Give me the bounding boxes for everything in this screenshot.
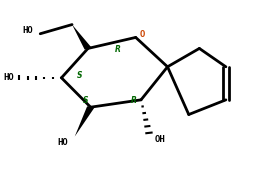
Polygon shape <box>75 106 94 137</box>
Text: OH: OH <box>154 135 165 144</box>
Text: R: R <box>130 96 136 105</box>
Text: HO: HO <box>57 138 68 147</box>
Text: HO: HO <box>23 26 34 36</box>
Text: HO: HO <box>3 73 14 82</box>
Text: S: S <box>83 96 88 105</box>
Polygon shape <box>72 25 91 50</box>
Text: S: S <box>77 70 83 80</box>
Text: R: R <box>115 45 120 54</box>
Text: O: O <box>140 30 145 39</box>
